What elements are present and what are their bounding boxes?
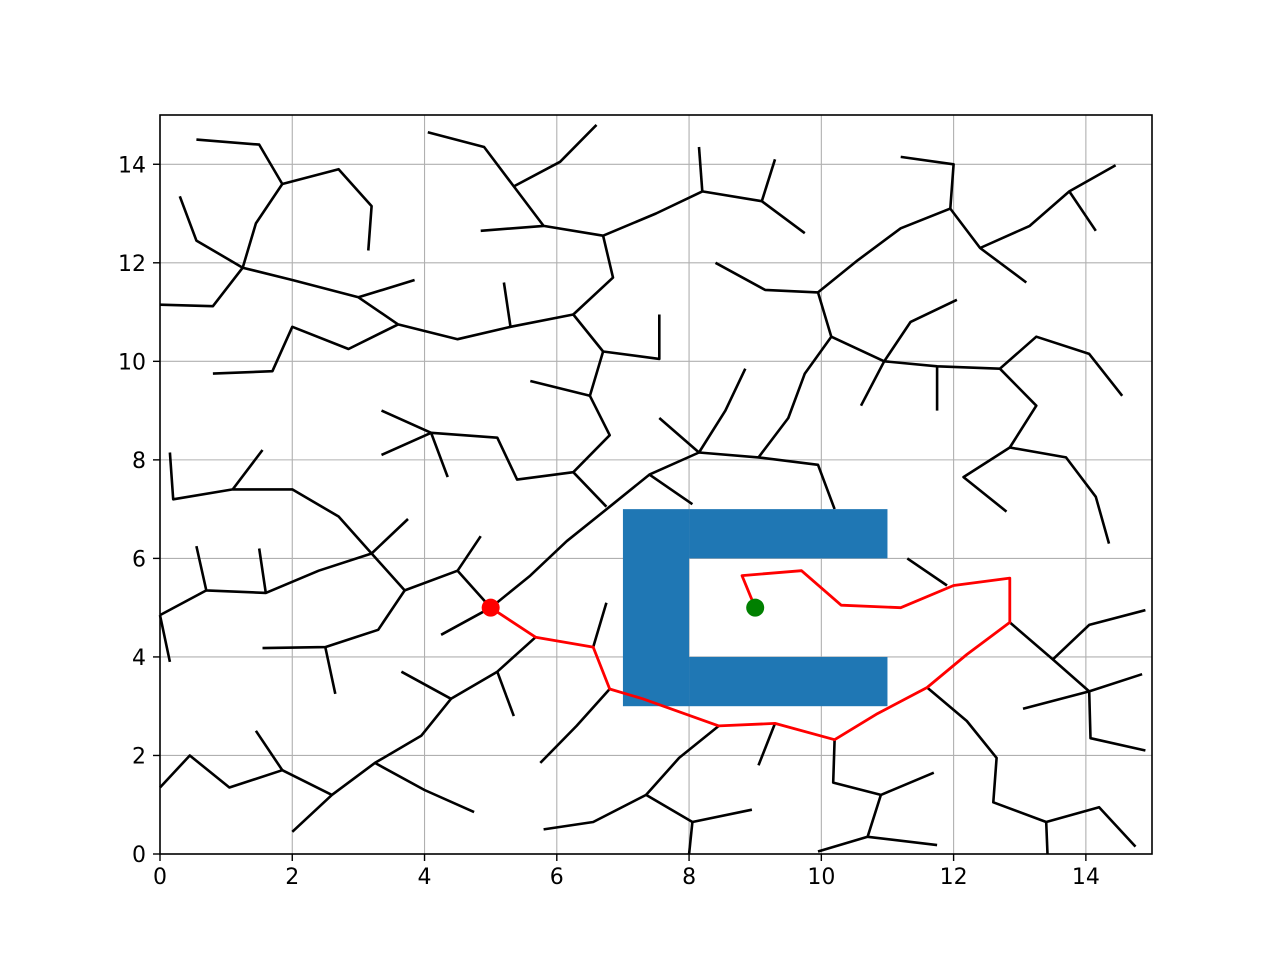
tree-branch	[212, 323, 399, 375]
tree-branch	[926, 686, 1137, 848]
tree-branch	[502, 282, 512, 327]
path-line	[489, 569, 1012, 742]
y-tick-label: 8	[132, 449, 146, 474]
tree-branch	[159, 754, 333, 797]
tree-branch	[257, 548, 268, 594]
tree-branch	[760, 158, 777, 202]
tree-branch	[440, 606, 492, 636]
tree-branch	[262, 589, 406, 650]
tree-branch	[999, 335, 1124, 397]
tree-branch	[456, 535, 482, 572]
tree-branch	[962, 446, 1011, 513]
tree-branch	[1051, 658, 1146, 752]
tree-branch	[232, 488, 409, 555]
tree-branch	[480, 224, 544, 233]
tree-branch	[687, 821, 694, 855]
tree-branch	[429, 432, 449, 478]
axes-frame	[159, 114, 1153, 855]
planned-path	[489, 569, 1012, 742]
obstacle-block	[622, 509, 690, 707]
x-tick-label: 4	[418, 865, 432, 890]
y-tick-label: 2	[132, 744, 146, 769]
tree-branch	[168, 449, 264, 501]
markers	[481, 598, 765, 617]
tree-branch	[159, 266, 244, 308]
x-tick-label: 10	[807, 865, 835, 890]
tree-branch	[158, 614, 172, 663]
x-tick-label: 2	[285, 865, 299, 890]
tree-branch	[374, 761, 475, 814]
tree-branch	[281, 167, 373, 251]
tree-branch	[757, 722, 777, 766]
tree-branch	[400, 636, 537, 701]
tree-branch	[831, 739, 935, 797]
tree-branch	[254, 730, 284, 771]
start-marker	[481, 598, 500, 617]
tree-branch	[658, 417, 700, 454]
obstacle-block	[689, 656, 888, 707]
tree-branch	[648, 473, 694, 506]
tree-branch	[859, 360, 886, 407]
tree-branch	[979, 164, 1117, 250]
y-tick-label: 0	[132, 843, 146, 868]
axes-background	[160, 115, 1152, 854]
tree-branch	[159, 589, 207, 617]
tree-branch	[571, 235, 661, 361]
tree-branch	[591, 602, 608, 648]
tree-branch	[370, 451, 836, 610]
tree-branch	[817, 207, 1028, 294]
tree-branch	[697, 146, 704, 192]
y-tick-label: 14	[118, 153, 146, 178]
tree-branch	[900, 155, 955, 209]
y-tick-label: 10	[118, 350, 146, 375]
tree-branch	[1022, 672, 1143, 710]
tree-branch	[1008, 608, 1146, 661]
tree-branch	[572, 471, 608, 508]
rrt-tree	[158, 123, 1146, 855]
tree-branch	[714, 261, 833, 338]
tree-branch	[543, 793, 647, 831]
x-tick-label: 0	[153, 865, 167, 890]
tree-branch	[884, 360, 1111, 544]
goal-marker	[746, 598, 765, 617]
y-tick-label: 12	[118, 252, 146, 277]
tree-branch	[513, 123, 598, 188]
tree-branch	[906, 557, 948, 587]
tree-branch	[697, 368, 747, 454]
y-tick-label: 6	[132, 547, 146, 572]
tree-branch	[1044, 821, 1049, 855]
x-tick-label: 14	[1072, 865, 1100, 890]
y-tick-label: 4	[132, 646, 146, 671]
tree-branch	[324, 646, 337, 695]
tree-branch	[380, 409, 432, 434]
tree-branch	[539, 688, 611, 764]
obstacle-block	[689, 509, 888, 559]
axis-ticks: 0 2 4 6 8 10 12 14 0 2 4 6 8 10 12 14	[118, 153, 1100, 890]
x-tick-label: 12	[940, 865, 968, 890]
x-tick-label: 8	[682, 865, 696, 890]
x-tick-label: 6	[550, 865, 564, 890]
tree-branch	[358, 278, 415, 299]
tree-branch	[1068, 190, 1097, 232]
obstacles	[622, 509, 888, 707]
tree-branch	[867, 835, 938, 847]
tree-branch	[496, 671, 516, 717]
